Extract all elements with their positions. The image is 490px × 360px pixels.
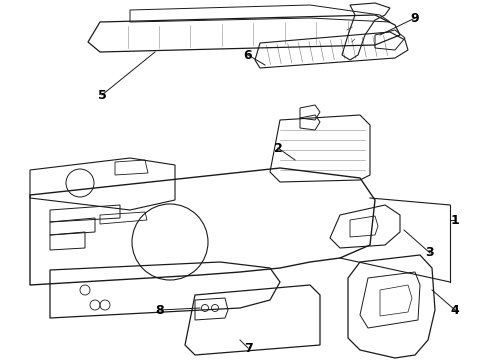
Text: 2: 2 [273,141,282,154]
Text: 8: 8 [156,303,164,316]
Text: 4: 4 [451,303,459,316]
Text: 3: 3 [426,247,434,260]
Text: 9: 9 [411,12,419,24]
Text: 7: 7 [244,342,252,355]
Text: 5: 5 [98,89,106,102]
Text: 1: 1 [451,213,459,226]
Text: 6: 6 [244,49,252,62]
